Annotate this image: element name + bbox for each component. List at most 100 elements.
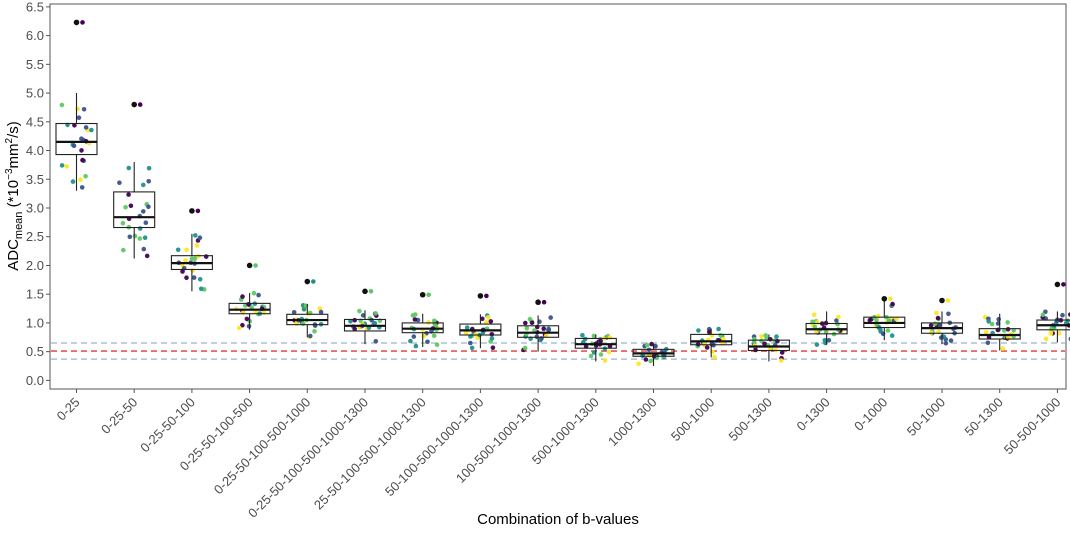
data-point xyxy=(84,125,89,130)
data-point xyxy=(1006,327,1011,332)
data-point xyxy=(369,289,374,294)
data-point xyxy=(1049,331,1054,336)
x-tick-label: 0-25-50-100-500-1000-1300 xyxy=(245,395,371,521)
data-point xyxy=(752,337,757,342)
data-point xyxy=(133,234,138,239)
x-tick-label: 1000-1300 xyxy=(605,395,660,450)
data-point xyxy=(1001,346,1006,351)
data-point xyxy=(60,163,65,168)
y-tick-label: 5.0 xyxy=(26,86,44,101)
data-point xyxy=(198,277,203,282)
data-point xyxy=(195,243,200,248)
data-point xyxy=(890,333,895,338)
data-point xyxy=(204,254,209,259)
data-point xyxy=(815,342,820,347)
data-point xyxy=(72,144,77,149)
data-point xyxy=(580,333,585,338)
x-tick-label: 0-1300 xyxy=(793,395,832,434)
data-point xyxy=(812,312,817,317)
data-point xyxy=(486,315,491,320)
y-tick-label: 5.5 xyxy=(26,57,44,72)
data-point xyxy=(779,358,784,363)
data-point xyxy=(645,343,650,348)
x-tick-label: 25-50-100-500-1000-1300 xyxy=(311,395,429,513)
x-tick-label: 50-100-500-1000-1300 xyxy=(382,395,487,500)
x-tick-label: 50-1000 xyxy=(904,395,948,439)
outlier-point xyxy=(882,296,888,302)
data-point xyxy=(718,333,723,338)
data-point xyxy=(192,275,197,280)
data-point xyxy=(301,321,306,326)
data-point xyxy=(308,334,313,339)
data-point xyxy=(138,226,143,231)
data-point xyxy=(542,300,547,305)
data-point xyxy=(138,102,143,107)
data-point xyxy=(373,311,378,316)
data-point xyxy=(648,359,653,364)
data-point xyxy=(138,236,143,241)
data-point xyxy=(946,298,951,303)
data-point xyxy=(145,254,150,259)
data-point xyxy=(357,309,362,314)
data-point xyxy=(946,312,951,317)
data-point xyxy=(176,248,181,253)
data-point xyxy=(1005,320,1010,325)
y-tick-label: 3.0 xyxy=(26,200,44,215)
data-point xyxy=(608,335,613,340)
y-tick-label: 4.0 xyxy=(26,143,44,158)
data-point xyxy=(775,339,780,344)
data-point xyxy=(143,235,148,240)
data-point xyxy=(759,334,764,339)
data-point xyxy=(425,340,430,345)
data-point xyxy=(763,333,768,338)
y-axis-title: ADCmean (*10−3mm2/s) xyxy=(4,121,25,271)
data-point xyxy=(121,221,126,226)
data-point xyxy=(886,328,891,333)
outlier-point xyxy=(74,20,80,26)
data-point xyxy=(468,341,473,346)
data-point xyxy=(129,204,134,209)
data-point xyxy=(141,183,146,188)
data-point xyxy=(934,311,939,316)
data-point xyxy=(599,352,604,357)
y-tick-label: 1.0 xyxy=(26,315,44,330)
data-point xyxy=(237,326,242,331)
data-point xyxy=(413,317,418,322)
data-point xyxy=(491,345,496,350)
data-point xyxy=(432,334,437,339)
x-tick-label: 0-25-50-100 xyxy=(137,395,198,456)
data-point xyxy=(247,324,252,329)
data-point xyxy=(929,330,934,335)
data-point xyxy=(313,323,318,328)
data-point xyxy=(240,294,245,299)
data-point xyxy=(490,336,495,341)
data-point xyxy=(128,235,133,240)
outlier-point xyxy=(939,298,945,304)
data-point xyxy=(408,339,413,344)
y-tick-label: 6.5 xyxy=(26,0,44,14)
data-point xyxy=(484,294,489,299)
data-point xyxy=(890,302,895,307)
outlier-point xyxy=(1055,282,1061,288)
outlier-point xyxy=(420,292,426,298)
data-point xyxy=(311,279,316,284)
y-axis-title-subscript: mean xyxy=(13,212,25,240)
data-point xyxy=(1060,313,1065,318)
data-point xyxy=(583,337,588,342)
data-point xyxy=(949,338,954,343)
data-point xyxy=(262,310,267,315)
data-point xyxy=(986,341,991,346)
x-tick-label: 500-1300 xyxy=(726,395,775,444)
data-point xyxy=(465,325,470,330)
data-point xyxy=(944,341,949,346)
data-point xyxy=(146,179,151,184)
panel-background xyxy=(50,4,1066,389)
data-point xyxy=(547,327,552,332)
data-point xyxy=(64,164,69,169)
data-point xyxy=(696,328,701,333)
y-tick-label: 6.0 xyxy=(26,28,44,43)
y-axis-title-suffix: /s) xyxy=(5,121,22,138)
data-point xyxy=(77,115,82,120)
y-axis-title-base: ADC xyxy=(5,239,22,271)
y-tick-label: 0.0 xyxy=(26,373,44,388)
